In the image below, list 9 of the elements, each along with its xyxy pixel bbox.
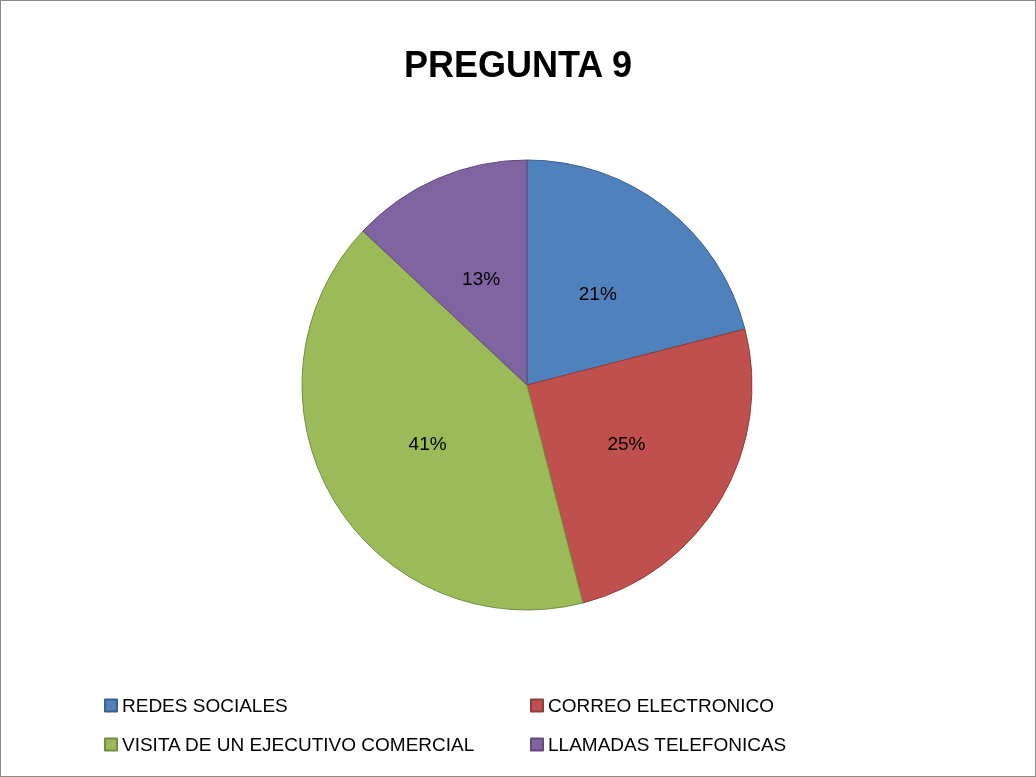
data-label: 41%	[408, 433, 447, 455]
legend-label: REDES SOCIALES	[122, 695, 288, 716]
data-label: 21%	[578, 283, 617, 305]
legend-label: LLAMADAS TELEFONICAS	[548, 734, 787, 755]
legend-label: CORREO ELECTRONICO	[548, 695, 774, 716]
legend-label: VISITA DE UN EJECUTIVO COMERCIAL	[122, 734, 475, 755]
data-label: 13%	[462, 268, 501, 290]
data-label: 25%	[607, 433, 646, 455]
chart-title: PREGUNTA 9	[403, 43, 633, 85]
